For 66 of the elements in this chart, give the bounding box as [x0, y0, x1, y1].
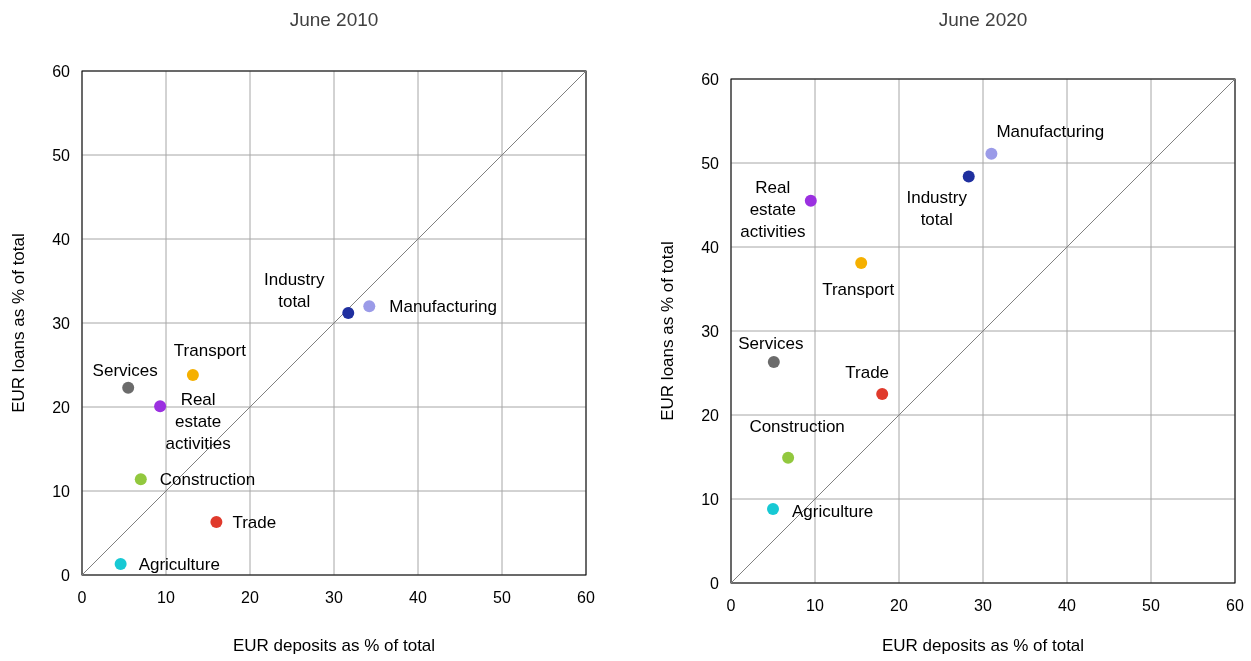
- series-label: Agriculture: [138, 555, 220, 575]
- series-label: Agriculture: [792, 502, 874, 522]
- series-label: Transport: [173, 341, 247, 361]
- point: [767, 356, 780, 369]
- series-label: Manufacturing: [389, 297, 498, 317]
- x-axis-title: EUR deposits as % of total: [232, 636, 436, 655]
- point: [985, 147, 998, 160]
- point: [962, 170, 975, 183]
- x-tick-label: 10: [157, 589, 175, 606]
- point: [210, 516, 223, 529]
- y-tick-label: 30: [701, 323, 720, 340]
- series-label: Services: [738, 334, 804, 354]
- y-tick-label: 60: [52, 63, 71, 80]
- series-label: Real estate activities: [740, 177, 806, 241]
- point: [122, 381, 135, 394]
- x-tick-label: 60: [577, 589, 595, 606]
- y-tick-label: 50: [701, 155, 720, 172]
- x-tick-label: 0: [726, 597, 736, 614]
- x-tick-label: 40: [409, 589, 427, 606]
- x-tick-label: 40: [1058, 597, 1076, 614]
- point: [876, 388, 889, 400]
- point: [363, 300, 376, 313]
- y-tick-label: 50: [52, 147, 71, 164]
- x-tick-label: 20: [890, 597, 908, 614]
- y-tick-label: 60: [701, 71, 720, 88]
- point: [342, 306, 355, 319]
- y-tick-label: 40: [52, 231, 71, 248]
- x-tick-label: 20: [241, 589, 259, 606]
- series-label: Trade: [232, 513, 277, 533]
- x-tick-label: 30: [974, 597, 992, 614]
- point: [134, 473, 147, 486]
- series-label: Industry total: [906, 188, 968, 230]
- y-tick-label: 0: [710, 575, 720, 592]
- y-tick-label: 20: [52, 399, 71, 416]
- point: [186, 369, 199, 382]
- x-axis-title: EUR deposits as % of total: [881, 636, 1085, 655]
- y-axis-title: EUR loans as % of total: [658, 241, 677, 421]
- point: [114, 558, 127, 571]
- y-axis-title: EUR loans as % of total: [9, 233, 28, 413]
- y-tick-label: 10: [52, 483, 71, 500]
- x-tick-label: 60: [1226, 597, 1244, 614]
- x-tick-label: 50: [493, 589, 511, 606]
- y-tick-label: 10: [701, 491, 720, 508]
- x-tick-label: 30: [325, 589, 343, 606]
- point: [804, 194, 817, 207]
- series-label: Real estate activities: [165, 390, 231, 454]
- series-label: Construction: [159, 470, 256, 490]
- point: [767, 503, 779, 516]
- series-label: Trade: [845, 363, 890, 382]
- point: [782, 451, 795, 464]
- y-tick-label: 30: [52, 315, 71, 332]
- series-label: Construction: [749, 416, 845, 436]
- chart-title: June 2020: [938, 9, 1028, 30]
- series-label: Transport: [822, 279, 895, 299]
- x-tick-label: 10: [806, 597, 824, 614]
- series-label: Industry total: [264, 269, 326, 311]
- y-tick-label: 0: [61, 567, 71, 584]
- x-tick-label: 0: [77, 589, 87, 606]
- x-tick-label: 50: [1142, 597, 1160, 614]
- series-label: Services: [92, 360, 158, 380]
- series-label: Manufacturing: [996, 121, 1105, 141]
- y-tick-label: 40: [701, 239, 720, 256]
- point: [154, 400, 167, 413]
- point: [855, 256, 868, 269]
- y-tick-label: 20: [701, 407, 720, 424]
- chart-title: June 2010: [289, 9, 379, 30]
